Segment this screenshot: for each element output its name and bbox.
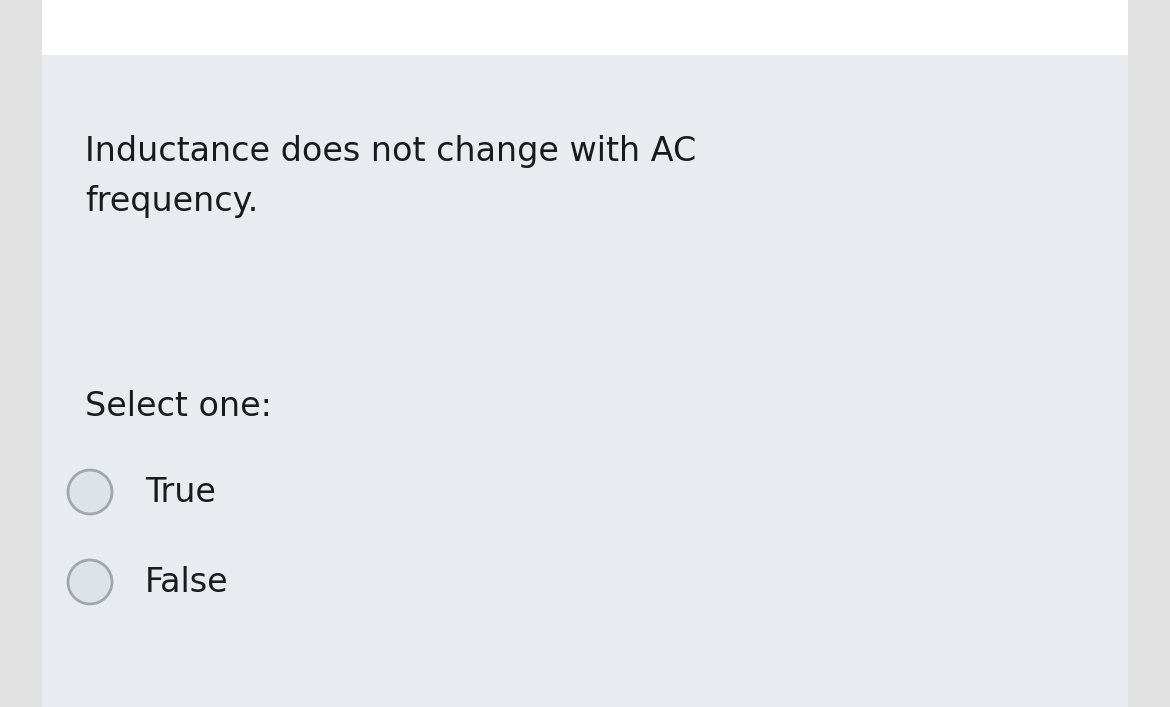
- FancyBboxPatch shape: [42, 0, 1128, 55]
- Text: frequency.: frequency.: [85, 185, 259, 218]
- Text: Inductance does not change with AC: Inductance does not change with AC: [85, 135, 696, 168]
- FancyBboxPatch shape: [1128, 0, 1170, 707]
- FancyBboxPatch shape: [0, 0, 42, 707]
- Ellipse shape: [68, 470, 112, 514]
- Text: False: False: [145, 566, 228, 599]
- Text: True: True: [145, 476, 216, 508]
- Ellipse shape: [68, 560, 112, 604]
- Text: Select one:: Select one:: [85, 390, 271, 423]
